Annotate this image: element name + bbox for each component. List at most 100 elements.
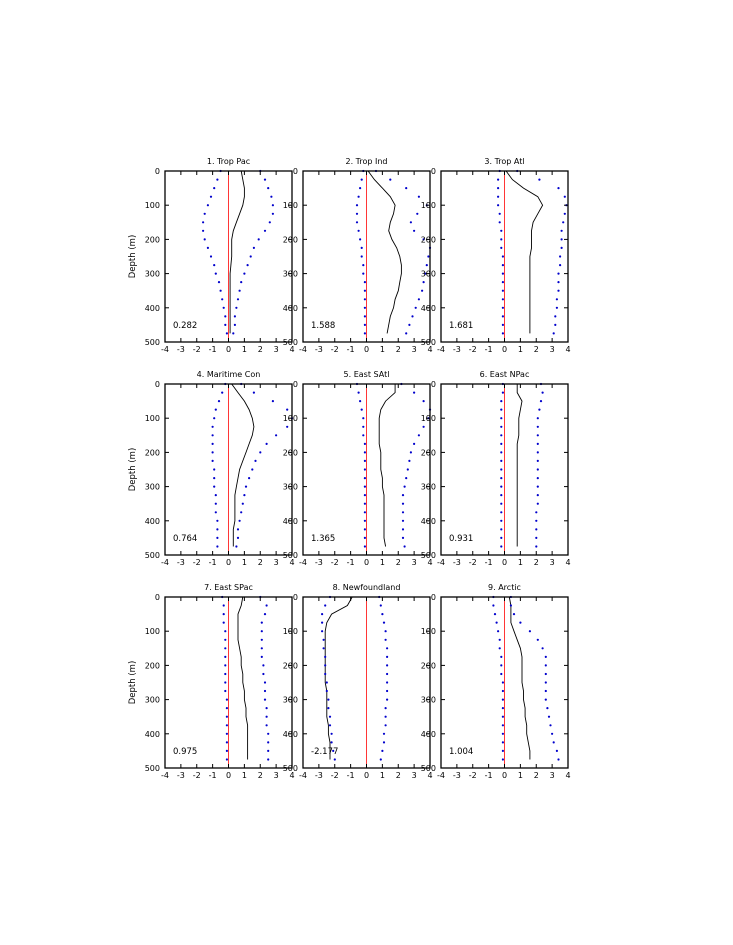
y-tick-label: 100 [283,627,298,636]
lower-bound-point [492,604,495,607]
upper-bound-point [557,281,560,284]
lower-bound-point [211,442,214,445]
lower-bound-point [213,264,216,267]
lower-bound-point [360,408,363,411]
y-tick-label: 400 [421,304,436,313]
lower-bound-point [498,647,501,650]
upper-bound-point [555,749,559,753]
upper-bound-point [267,749,270,753]
upper-bound-point [544,655,547,659]
lower-bound-point [222,613,225,616]
lower-bound-point [324,604,327,607]
upper-bound-point [235,306,238,309]
upper-bound-point [263,229,267,232]
y-tick-label: 0 [293,167,298,176]
lower-bound-point [206,204,209,207]
lower-bound-point [213,468,216,471]
upper-bound-point [265,715,268,718]
upper-bound-point [417,434,420,437]
upper-bound-point [546,707,549,710]
lower-bound-point [324,664,327,667]
upper-bound-point [555,306,559,309]
lower-bound-point [213,477,216,480]
x-tick-label: 1 [380,771,385,780]
panel-value-label: 0.282 [173,321,197,331]
x-tick-label: 1 [518,771,523,780]
x-tick-label: 3 [412,558,417,567]
lower-bound-point [501,289,504,292]
lower-bound-point [363,536,366,540]
lower-bound-point [332,749,335,753]
lower-bound-point [363,528,366,531]
lower-bound-point [500,664,503,667]
lower-bound-point [221,298,224,301]
y-tick-label: 200 [283,235,298,244]
lower-bound-point [362,425,365,428]
upper-bound-point [536,451,539,454]
upper-bound-point [401,511,405,514]
x-tick-label: 2 [534,771,539,780]
upper-bound-point [413,442,416,445]
lower-bound-point [202,221,205,224]
x-tick-label: 1 [242,771,247,780]
upper-bound-point [260,655,263,659]
x-tick-label: -1 [485,558,493,567]
y-tick-label: 400 [421,517,436,526]
lower-bound-point [328,724,332,727]
lower-bound-point [363,545,366,548]
y-tick-label: 300 [283,696,298,705]
upper-bound-point [262,672,265,676]
x-tick-label: 3 [274,771,279,780]
lower-bound-point [328,715,332,718]
lower-bound-point [500,229,503,232]
y-tick-label: 400 [283,730,298,739]
upper-bound-point [417,195,420,198]
lower-bound-point [501,707,504,710]
y-tick-label: 500 [145,551,160,560]
panel-7: -4 -3 -2 -1 0 1 2 3 4 0 100 200 300 400 500 Depth (m) 7.… [128,583,295,780]
x-tick-label: 2 [258,771,263,780]
lower-bound-point [500,655,503,659]
lower-bound-point [357,229,360,232]
upper-bound-point [401,519,405,522]
upper-bound-point [554,323,557,326]
x-tick-label: -1 [485,345,493,354]
mean-profile-line [505,170,544,334]
lower-bound-point [211,425,214,428]
x-tick-label: -4 [161,345,169,354]
upper-bound-point [413,229,416,232]
upper-bound-point [536,502,539,505]
y-tick-label: 200 [283,448,298,457]
lower-bound-point [357,195,360,198]
x-tick-label: 1 [242,558,247,567]
upper-bound-point [563,212,566,215]
upper-bound-point [268,221,271,224]
x-tick-label: -1 [347,345,355,354]
lower-bound-point [363,298,366,301]
lower-bound-point [213,187,216,190]
lower-bound-point [497,630,500,633]
lower-bound-point [221,391,224,394]
lower-bound-point [500,238,503,241]
lower-bound-point [501,272,504,275]
panel-9: -4 -3 -2 -1 0 1 2 3 4 0 100 200 300 400 500 9. Arctic 1.… [421,583,571,780]
upper-bound-point [544,698,547,701]
y-tick-label: 300 [145,483,160,492]
lower-bound-point [216,528,219,531]
lower-bound-point [501,689,504,693]
x-tick-label: -3 [315,558,323,567]
x-tick-label: -4 [161,771,169,780]
x-tick-label: 3 [550,771,555,780]
upper-bound-point [386,681,389,684]
x-tick-label: -4 [299,558,307,567]
lower-bound-point [325,681,328,684]
y-tick-label: 500 [283,551,298,560]
x-tick-label: -4 [437,771,445,780]
x-tick-label: -2 [193,345,201,354]
upper-bound-point [382,732,386,735]
panel-value-label: 0.975 [173,747,197,757]
upper-bound-point [381,613,384,616]
upper-bound-point [267,758,270,761]
lower-bound-point [225,698,228,701]
